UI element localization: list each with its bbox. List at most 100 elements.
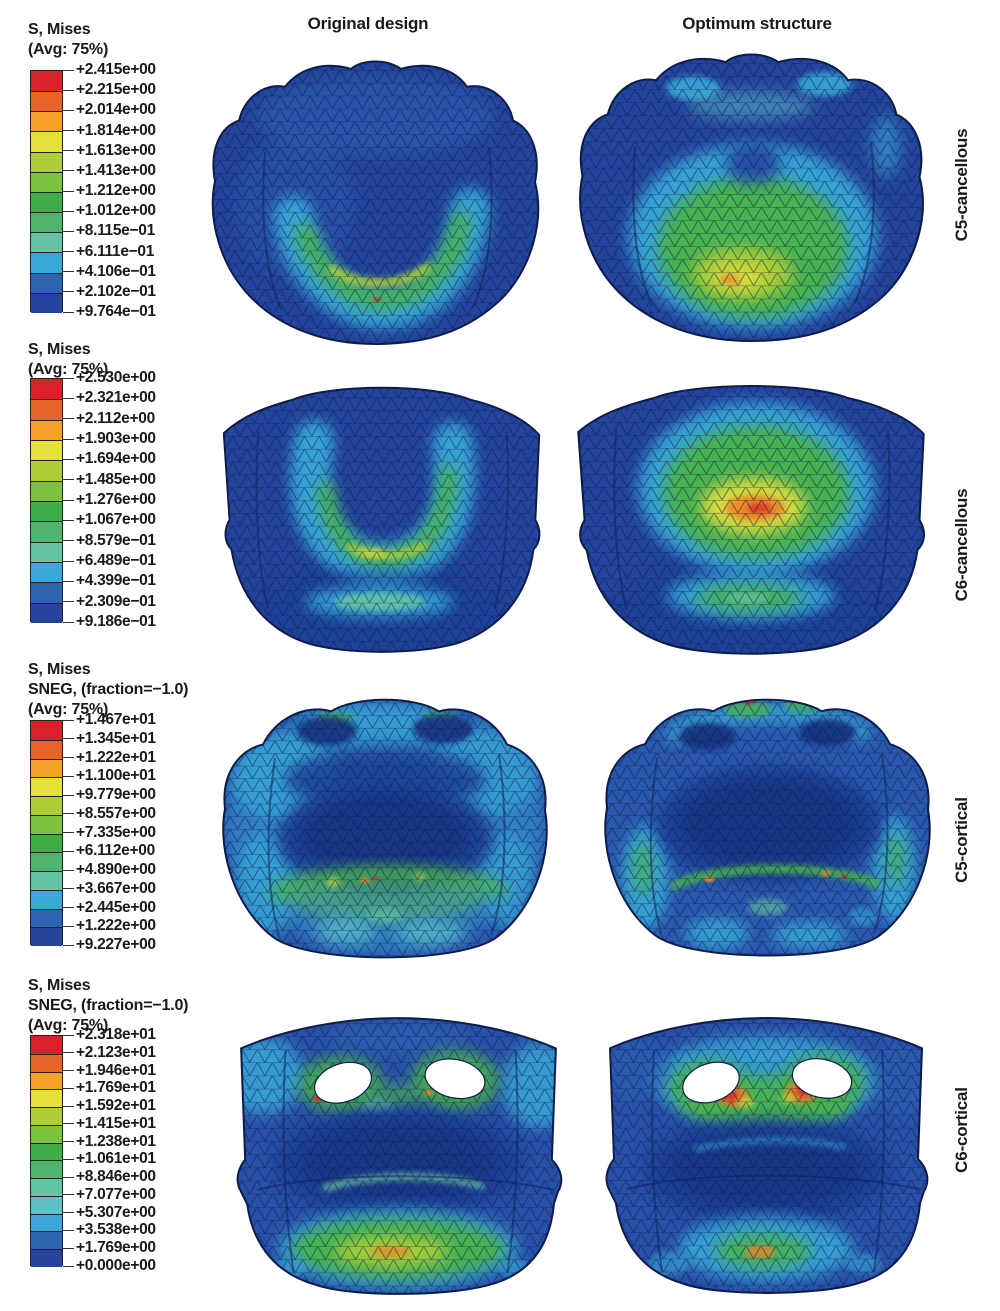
legend-color-band	[31, 460, 62, 481]
legend-tick-line	[63, 907, 74, 908]
fea-contour-plot	[236, 1017, 563, 1295]
legend-value: +1.613e+00	[76, 141, 156, 159]
legend-color-band	[31, 1142, 62, 1161]
legend-value: +8.557e+00	[76, 804, 156, 822]
legend-tick-line	[63, 850, 74, 852]
legend-value: +1.012e+00	[76, 202, 156, 220]
legend-tick-line	[63, 738, 74, 740]
legend-title-line: SNEG, (fraction=−1.0)	[28, 681, 189, 698]
fea-panel-c5-cortical-optimum	[597, 690, 938, 970]
legend-value: +6.111e−01	[76, 242, 155, 260]
legend-tick-line	[63, 291, 74, 293]
legend-color-band	[31, 272, 62, 293]
legend-title-line: (Avg: 75%)	[28, 41, 109, 58]
legend-color-band	[31, 814, 62, 834]
legend-colorbar	[30, 70, 63, 313]
stress-legend: +2.415e+00 +2.215e+00 +2.014e+00 +1.814e+00…	[30, 61, 240, 320]
fea-contour-plot	[211, 60, 540, 345]
legend-value: +1.485e+00	[76, 470, 156, 488]
legend-tick: +1.946e+01	[63, 1062, 156, 1080]
legend-value: +1.222e+00	[76, 917, 156, 935]
legend-color-band	[31, 1036, 62, 1054]
legend-color-band	[31, 1178, 62, 1196]
row-label-c6-cortical: C6-cortical	[952, 1087, 971, 1173]
fea-panel-c5-cancellous-optimum	[572, 50, 930, 342]
legend-tick-line	[63, 271, 74, 273]
legend-tick-line	[63, 499, 74, 501]
legend-value: +0.000e+00	[76, 1257, 156, 1274]
legend-title-line: (Avg: 75%)	[28, 701, 109, 718]
legend-value: +2.112e+00	[76, 409, 155, 427]
legend-tick: +1.238e+01	[63, 1133, 156, 1151]
legend-value: +3.538e+00	[76, 1221, 156, 1239]
legend-tick-line	[63, 1052, 74, 1054]
row-label-c5-cortical: C5-cortical	[952, 797, 971, 883]
legend-color-band	[31, 151, 62, 172]
legend-tick: +2.415e+00	[63, 61, 156, 79]
legend-tick-line	[63, 1105, 74, 1107]
fea-panel-c5-cortical-original	[215, 690, 555, 972]
legend-color-band	[31, 1053, 62, 1072]
legend-value: +8.846e+00	[76, 1168, 156, 1186]
stress-legend: +1.467e+01 +1.345e+01 +1.222e+01 +1.100e+01…	[30, 711, 240, 953]
legend-color-band	[31, 927, 62, 946]
legend-color-band	[31, 379, 62, 400]
legend-color-band	[31, 721, 62, 740]
legend-value: +6.489e−01	[76, 552, 156, 569]
legend-tick-line	[63, 311, 74, 313]
legend-tick-line	[63, 1158, 74, 1160]
legend-tick-line	[63, 925, 74, 927]
legend-value: +6.112e+00	[76, 842, 155, 860]
legend-value: +1.694e+00	[76, 450, 156, 468]
legend-value: +1.413e+00	[76, 161, 156, 179]
column-header-optimum: Optimum structure	[682, 14, 832, 33]
legend-color-band	[31, 739, 62, 759]
legend-title: S, Mises (Avg: 75%)	[28, 340, 108, 380]
legend-title: S, Mises SNEG, (fraction=−1.0) (Avg: 75%)	[28, 976, 188, 1036]
legend-tick: +1.415e+01	[63, 1115, 156, 1133]
legend-color-band	[31, 833, 62, 853]
legend-color-band	[31, 1213, 62, 1232]
legend-tick: +1.012e+00	[63, 202, 156, 220]
legend-colorbar	[30, 1035, 63, 1267]
legend-tick-line	[63, 1034, 74, 1036]
legend-color-band	[31, 541, 62, 562]
legend-tick-line	[63, 1123, 74, 1125]
legend-tick-line	[63, 438, 74, 440]
legend-color-band	[31, 480, 62, 501]
legend-tick-line	[63, 1176, 74, 1178]
legend-tick-line	[63, 397, 74, 399]
fea-contour-plot	[605, 1017, 929, 1294]
legend-color-band	[31, 292, 62, 313]
legend-tick: +1.413e+00	[63, 162, 156, 180]
legend-value: +1.100e+01	[76, 767, 156, 785]
legend-color-band	[31, 758, 62, 778]
legend-value: +2.415e+00	[76, 61, 156, 78]
fea-panel-c6-cortical-original	[227, 1010, 570, 1303]
legend-tick: +2.014e+00	[63, 101, 156, 119]
legend-colorbar	[30, 720, 63, 946]
legend-tick-line	[63, 813, 74, 815]
legend-tick: +8.579e−01	[63, 532, 156, 550]
legend-tick: +1.345e+01	[63, 730, 156, 748]
legend-value: +8.115e−01	[76, 222, 155, 240]
legend-color-band	[31, 500, 62, 522]
legend-tick: +7.077e+00	[63, 1186, 156, 1204]
legend-color-band	[31, 212, 62, 233]
legend-value: +9.186e−01	[76, 613, 156, 630]
legend-value: +1.222e+01	[76, 748, 156, 766]
legend-tick: +9.764e−01	[63, 303, 156, 321]
legend-tick: +8.557e+00	[63, 805, 156, 823]
legend-tick-line	[63, 601, 74, 603]
legend-value: +1.212e+00	[76, 182, 156, 199]
legend-color-band	[31, 889, 62, 909]
legend-color-band	[31, 521, 62, 542]
legend-tick-line	[63, 170, 74, 172]
legend-color-band	[31, 582, 62, 603]
legend-value: +1.238e+01	[76, 1132, 156, 1150]
fea-contour-plot	[222, 698, 548, 959]
legend-color-band	[31, 171, 62, 192]
legend-tick: +2.102e−01	[63, 283, 156, 301]
legend-color-band	[31, 908, 62, 928]
legend-tick: +6.112e+00	[63, 842, 155, 860]
